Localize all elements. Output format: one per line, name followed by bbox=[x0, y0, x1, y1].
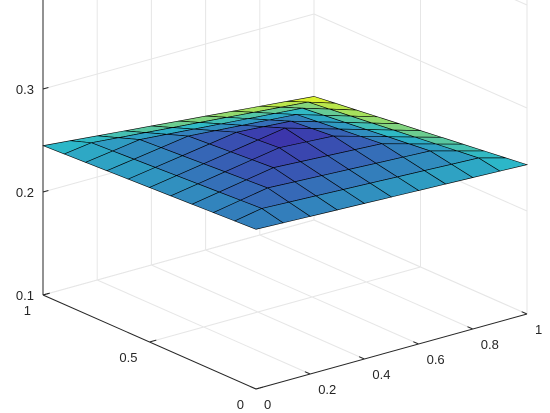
x-tick-mark bbox=[304, 371, 311, 375]
wall-grid-line bbox=[313, 219, 528, 315]
x-tick-mark bbox=[413, 341, 419, 345]
z-tick-mark bbox=[42, 87, 49, 90]
axes bbox=[42, 0, 528, 390]
y-tick-label: 0.5 bbox=[119, 350, 137, 365]
y-tick-label: 0 bbox=[237, 397, 244, 412]
wall-grid-line bbox=[42, 219, 315, 296]
x-tick-label: 1 bbox=[535, 322, 542, 337]
surface-patch bbox=[233, 208, 284, 230]
y-tick-mark bbox=[149, 339, 157, 343]
floor-grid-line bbox=[149, 266, 421, 343]
surface-mesh bbox=[41, 96, 529, 230]
x-tick-mark bbox=[250, 386, 257, 390]
x-tick-label: 0.8 bbox=[481, 337, 499, 352]
x-tick-label: 0.4 bbox=[372, 367, 390, 382]
x-tick-label: 0.2 bbox=[318, 382, 336, 397]
x-tick-mark bbox=[358, 356, 365, 360]
z-tick-mark bbox=[42, 190, 49, 193]
y-tick-mark bbox=[255, 386, 263, 390]
wall-grid-line bbox=[313, 13, 528, 109]
x-tick-label: 0 bbox=[264, 397, 271, 412]
x-axis-line bbox=[255, 313, 528, 390]
z-tick-label: 0.2 bbox=[16, 185, 34, 200]
x-tick-mark bbox=[467, 326, 474, 330]
z-tick-label: 0.1 bbox=[16, 288, 34, 303]
z-tick-label: 0.3 bbox=[16, 82, 34, 97]
wall-grid-line bbox=[42, 13, 315, 90]
x-tick-label: 0.6 bbox=[427, 352, 445, 367]
x-tick-mark bbox=[521, 311, 528, 315]
z-tick-mark bbox=[42, 293, 49, 296]
y-tick-label: 1 bbox=[24, 303, 31, 318]
